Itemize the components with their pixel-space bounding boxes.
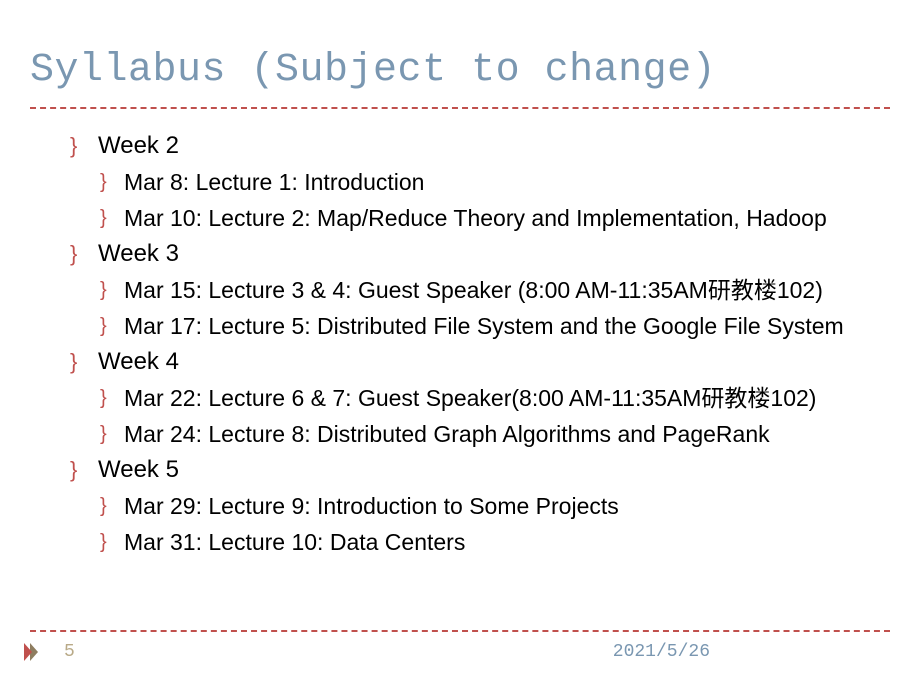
week-row: } Week 3 — [70, 239, 890, 269]
bullet-icon: } — [100, 491, 124, 521]
page-number: 5 — [64, 642, 75, 662]
lecture-item: } Mar 10: Lecture 2: Map/Reduce Theory a… — [70, 203, 890, 233]
week-label: Week 4 — [98, 347, 179, 377]
footer-row: 5 2021/5/26 — [30, 642, 890, 662]
lecture-label: Mar 17: Lecture 5: Distributed File Syst… — [124, 311, 844, 341]
bullet-icon: } — [100, 167, 124, 197]
footer-divider — [30, 630, 890, 632]
bullet-icon: } — [70, 131, 98, 161]
syllabus-content: } Week 2 } Mar 8: Lecture 1: Introductio… — [30, 131, 890, 557]
week-row: } Week 2 — [70, 131, 890, 161]
play-icon — [30, 643, 38, 661]
bullet-icon: } — [100, 203, 124, 233]
lecture-label: Mar 31: Lecture 10: Data Centers — [124, 527, 465, 557]
lecture-label: Mar 29: Lecture 9: Introduction to Some … — [124, 491, 619, 521]
lecture-item: } Mar 31: Lecture 10: Data Centers — [70, 527, 890, 557]
bullet-icon: } — [70, 455, 98, 485]
lecture-label: Mar 15: Lecture 3 & 4: Guest Speaker (8:… — [124, 275, 823, 305]
lecture-label: Mar 10: Lecture 2: Map/Reduce Theory and… — [124, 203, 827, 233]
lecture-item: } Mar 15: Lecture 3 & 4: Guest Speaker (… — [70, 275, 890, 305]
slide-title: Syllabus (Subject to change) — [30, 48, 890, 93]
week-label: Week 3 — [98, 239, 179, 269]
bullet-icon: } — [70, 347, 98, 377]
bullet-icon: } — [100, 311, 124, 341]
lecture-item: } Mar 17: Lecture 5: Distributed File Sy… — [70, 311, 890, 341]
week-label: Week 5 — [98, 455, 179, 485]
lecture-item: } Mar 29: Lecture 9: Introduction to Som… — [70, 491, 890, 521]
bullet-icon: } — [100, 419, 124, 449]
slide-footer: 5 2021/5/26 — [30, 630, 890, 662]
week-row: } Week 4 — [70, 347, 890, 377]
bullet-icon: } — [100, 383, 124, 413]
lecture-item: } Mar 22: Lecture 6 & 7: Guest Speaker(8… — [70, 383, 890, 413]
title-divider — [30, 107, 890, 109]
lecture-item: } Mar 8: Lecture 1: Introduction — [70, 167, 890, 197]
week-label: Week 2 — [98, 131, 179, 161]
bullet-icon: } — [70, 239, 98, 269]
slide: Syllabus (Subject to change) } Week 2 } … — [0, 0, 920, 690]
bullet-icon: } — [100, 527, 124, 557]
lecture-label: Mar 22: Lecture 6 & 7: Guest Speaker(8:0… — [124, 383, 816, 413]
lecture-item: } Mar 24: Lecture 8: Distributed Graph A… — [70, 419, 890, 449]
bullet-icon: } — [100, 275, 124, 305]
lecture-label: Mar 24: Lecture 8: Distributed Graph Alg… — [124, 419, 770, 449]
slide-date: 2021/5/26 — [613, 642, 710, 662]
week-row: } Week 5 — [70, 455, 890, 485]
lecture-label: Mar 8: Lecture 1: Introduction — [124, 167, 424, 197]
